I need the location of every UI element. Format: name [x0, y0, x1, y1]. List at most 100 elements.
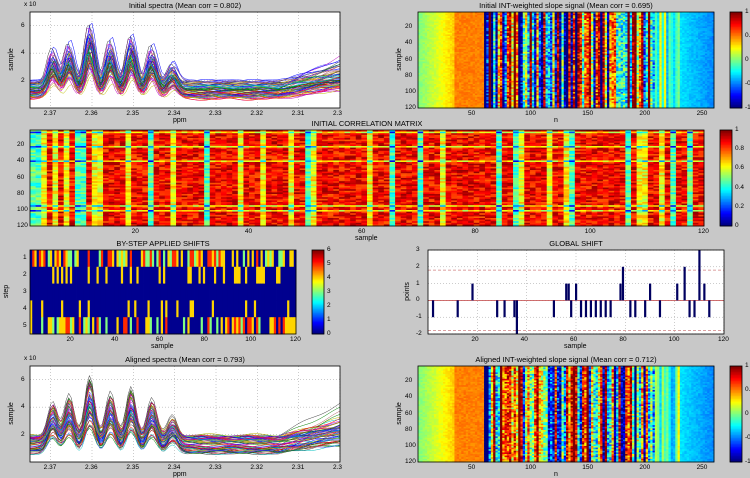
plot-area: [30, 12, 340, 108]
colorbar-tick-label: 0: [735, 222, 739, 229]
shift-bar: [553, 300, 555, 317]
shift-bar: [619, 284, 621, 301]
shift-bar: [659, 300, 661, 317]
colorbar-tick-label: 0: [327, 330, 331, 337]
plot-area: [418, 12, 714, 108]
y-tick-label: 80: [17, 190, 24, 197]
x-tick-label: 2.33: [209, 110, 222, 117]
x-tick-label: 40: [111, 336, 118, 343]
colorbar-tick-label: 5: [327, 260, 331, 267]
y-tick-label: 4: [23, 305, 27, 312]
shift-bar: [703, 284, 705, 301]
colorbar-tick-label: -0.5: [745, 434, 750, 441]
x-tick-label: 2.32: [250, 464, 263, 471]
plot-area: [30, 130, 704, 226]
aligned-slope-panel: Aligned INT-weighted slope signal (Mean …: [380, 354, 750, 474]
y-tick-label: 2: [21, 431, 25, 438]
y-tick-label: 0: [416, 296, 420, 303]
x-tick-label: 120: [698, 228, 709, 235]
colorbar-tick-label: 2: [327, 302, 331, 309]
chart-title: GLOBAL SHIFT: [428, 239, 724, 248]
x-axis-label: sample: [151, 343, 174, 350]
x-tick-label: 60: [358, 228, 365, 235]
chart-title: BY-STEP APPLIED SHIFTS: [30, 239, 296, 248]
shift-bar: [595, 300, 597, 317]
x-tick-label: 60: [570, 336, 577, 343]
y-tick-label: 3: [23, 288, 27, 295]
x-tick-label: 2.36: [85, 110, 98, 117]
x-tick-label: 50: [468, 110, 475, 117]
shift-bar: [580, 300, 582, 317]
x-tick-label: 2.3: [333, 464, 342, 471]
x-tick-label: 80: [201, 336, 208, 343]
y-axis-label: sample: [396, 48, 403, 71]
shift-bar: [585, 300, 587, 317]
x-tick-label: 200: [639, 110, 650, 117]
x-tick-label: 50: [468, 464, 475, 471]
x-tick-label: 40: [245, 228, 252, 235]
shift-bar: [676, 284, 678, 301]
y-tick-label: 5: [23, 322, 27, 329]
y-tick-label: -2: [416, 330, 422, 337]
y-tick-label: 6: [21, 376, 25, 383]
x-axis-label: ppm: [173, 471, 187, 478]
colorbar: [312, 250, 324, 334]
shift-bar: [565, 284, 567, 301]
x-tick-label: 100: [525, 464, 536, 471]
colorbar-tick-label: 0: [745, 56, 749, 63]
shift-bar: [644, 300, 646, 317]
colorbar: [730, 366, 742, 462]
chart-title: Initial INT-weighted slope signal (Mean …: [418, 1, 714, 10]
colorbar-tick-label: 0.4: [735, 184, 744, 191]
y-tick-label: 2: [416, 263, 420, 270]
shift-bar: [471, 284, 473, 301]
x-tick-label: 2.31: [292, 110, 305, 117]
x-tick-label: 100: [245, 336, 256, 343]
shift-bar: [708, 300, 710, 317]
colorbar-tick-label: -0.5: [745, 80, 750, 87]
y-tick-label: 40: [405, 39, 412, 46]
colorbar-tick-label: 1: [745, 8, 749, 15]
colorbar-tick-label: 6: [327, 246, 331, 253]
y-tick-label: 2: [21, 77, 25, 84]
plot-area: [418, 366, 714, 462]
shift-bar: [575, 284, 577, 301]
y-tick-label: 100: [17, 206, 28, 213]
y-tick-label: 60: [405, 410, 412, 417]
x-tick-label: 150: [582, 110, 593, 117]
x-tick-label: 60: [156, 336, 163, 343]
x-tick-label: 20: [66, 336, 73, 343]
shift-bar: [629, 300, 631, 317]
y-tick-label: 2: [23, 271, 27, 278]
x-tick-label: 100: [669, 336, 680, 343]
shift-bar: [634, 300, 636, 317]
x-tick-label: 80: [471, 228, 478, 235]
shift-bar: [457, 300, 459, 317]
y-tick-label: 1: [23, 254, 27, 261]
colorbar-tick-label: 0.5: [745, 32, 750, 39]
x-tick-label: 20: [471, 336, 478, 343]
plot-area: [428, 250, 724, 334]
x-tick-label: 80: [619, 336, 626, 343]
x-tick-label: 100: [585, 228, 596, 235]
y-tick-label: 100: [405, 88, 416, 95]
plot-area: [30, 366, 340, 462]
shift-bar: [600, 300, 602, 317]
y-axis-label: step: [3, 285, 10, 298]
y-tick-label: 4: [21, 49, 25, 56]
shift-bar: [432, 300, 434, 317]
y-tick-label: 3: [416, 246, 420, 253]
shift-bar: [513, 300, 515, 317]
x-tick-label: 2.3: [333, 110, 342, 117]
shift-bar: [622, 267, 624, 301]
colorbar-tick-label: -1: [745, 104, 750, 111]
x-tick-label: 2.35: [126, 464, 139, 471]
x-tick-label: 2.34: [168, 110, 181, 117]
colorbar: [730, 12, 742, 108]
y-tick-label: 20: [405, 23, 412, 30]
colorbar-tick-label: 0.2: [735, 203, 744, 210]
x-tick-label: 2.31: [292, 464, 305, 471]
x-tick-label: 20: [132, 228, 139, 235]
colorbar-tick-label: 4: [327, 274, 331, 281]
